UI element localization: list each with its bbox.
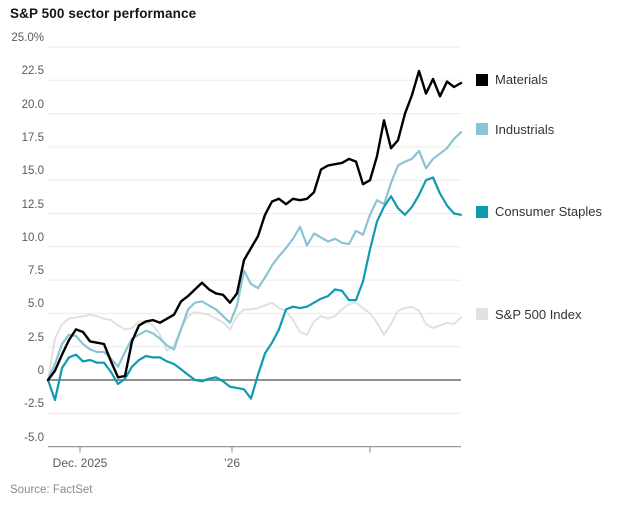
legend-label: Consumer Staples	[495, 204, 602, 220]
legend-swatch-icon	[476, 205, 488, 218]
y-axis-tick-label: -2.5	[24, 398, 44, 411]
legend-item-industrials: Industrials	[476, 121, 555, 137]
y-axis-tick-label: 17.5	[21, 131, 44, 144]
legend-item-consumer-staples: Consumer Staples	[476, 204, 602, 220]
legend-swatch-icon	[476, 123, 488, 136]
y-axis-tick-label: 20.0	[21, 98, 44, 111]
y-axis-tick-label: 22.5	[21, 65, 44, 78]
series-line-consumer-staples	[46, 176, 463, 402]
y-axis-tick-label: 10.0	[21, 231, 44, 244]
y-axis-tick-label: 15.0	[21, 165, 44, 178]
legend-item-s-p-500-index: S&P 500 Index	[476, 306, 582, 322]
y-axis-tick-label: -5.0	[24, 431, 44, 444]
chart-title: S&P 500 sector performance	[10, 6, 197, 21]
legend-item-materials: Materials	[476, 72, 548, 88]
legend-label: Materials	[495, 72, 548, 88]
series-line-industrials	[46, 131, 463, 382]
y-axis-tick-label: 7.5	[28, 265, 44, 278]
legend-swatch-icon	[476, 308, 488, 321]
legend-label: S&P 500 Index	[495, 306, 582, 322]
y-axis-tick-label: 2.5	[28, 331, 44, 344]
series-line-s-p-500-index	[47, 301, 462, 381]
legend-label: Industrials	[495, 121, 555, 137]
legend-swatch-icon	[476, 73, 488, 86]
y-axis-tick-label: 25.0%	[11, 32, 44, 44]
y-axis-tick-label: 0	[37, 365, 44, 377]
y-axis-tick-label: 5.0	[28, 298, 44, 311]
source-note: Source: FactSet	[10, 484, 93, 496]
x-axis-tick-label: ’26	[223, 456, 240, 470]
series-line-materials	[46, 69, 463, 382]
y-axis-tick-label: 12.5	[21, 198, 44, 211]
x-axis-tick-label: Dec. 2025	[52, 456, 108, 470]
